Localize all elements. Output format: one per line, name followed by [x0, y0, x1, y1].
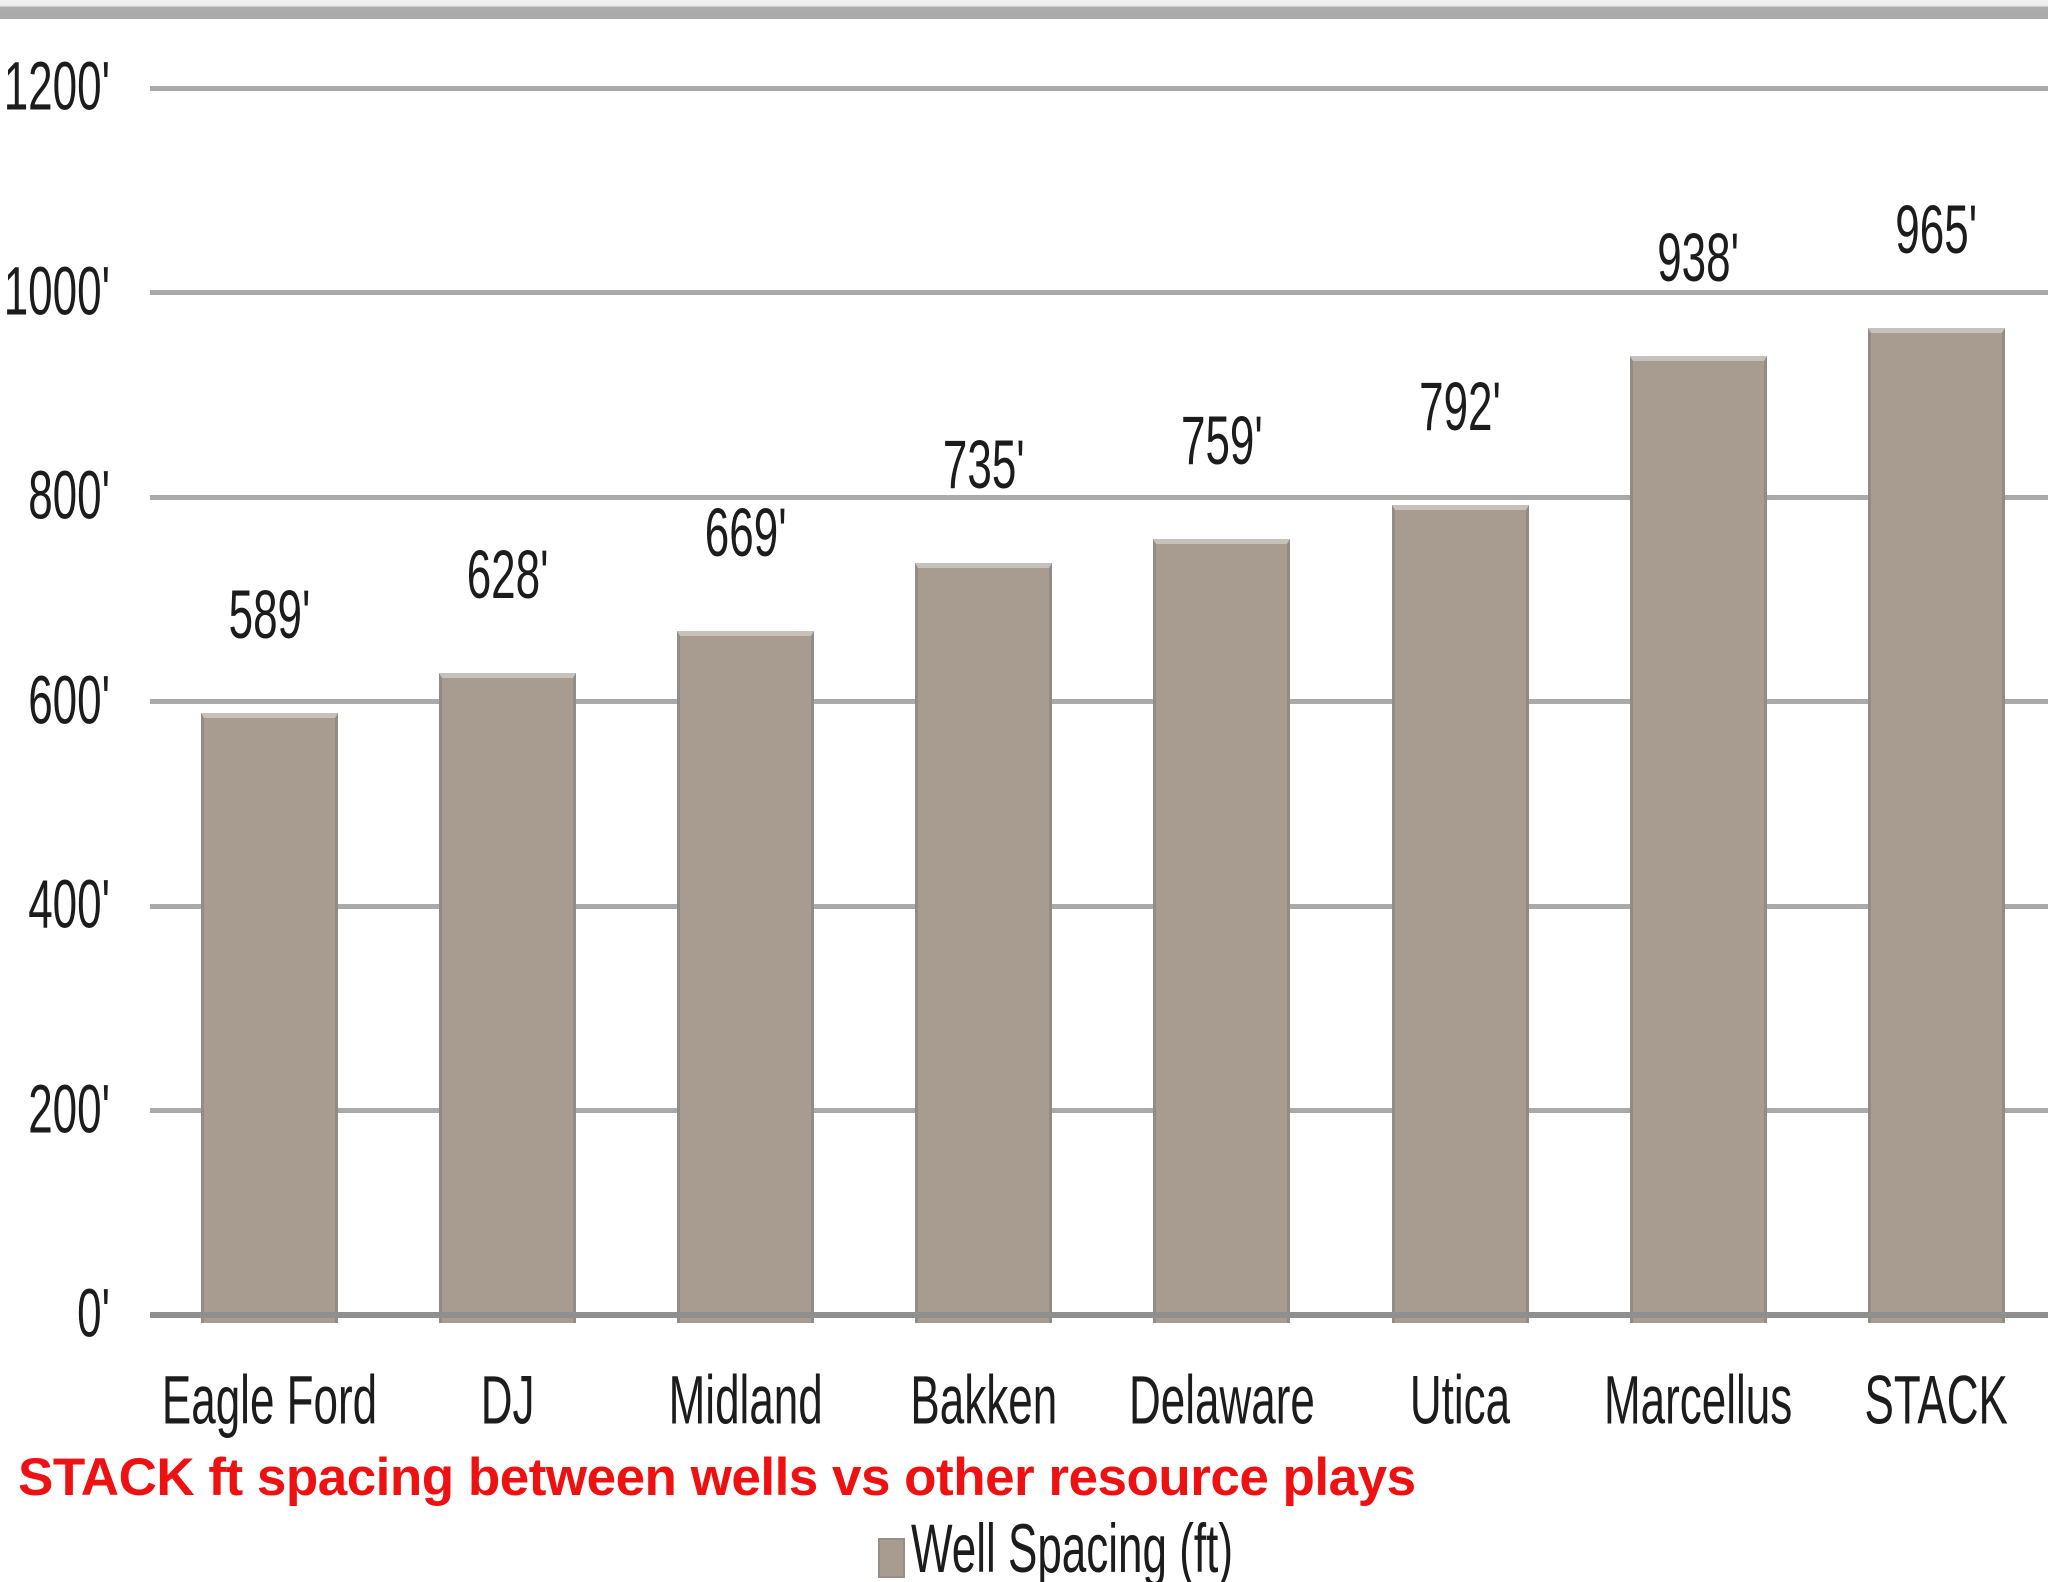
gridline-600 [150, 699, 2048, 704]
x-axis-category-label: Delaware [1128, 1363, 1315, 1440]
bar-value-label: 759' [1180, 403, 1263, 480]
gridline-200 [150, 1108, 2048, 1113]
bar-value-label: 965' [1895, 192, 1978, 269]
bar-stack [1867, 328, 2005, 1323]
bar-marcellus [1629, 355, 1767, 1323]
gridline-400 [150, 903, 2048, 909]
bar-value-label: 628' [466, 537, 549, 614]
bar-value-label: 589' [228, 577, 311, 654]
chart-caption: STACK ft spacing between wells vs other … [18, 1448, 1416, 1507]
y-axis-tick-label: 0' [77, 1276, 110, 1353]
x-axis-category-label: Bakken [910, 1363, 1058, 1440]
x-axis-category-label: Marcellus [1603, 1363, 1793, 1440]
legend-label: Well Spacing (ft) [911, 1511, 1233, 1582]
gridline-1000 [150, 290, 2048, 295]
bar-value-label: 792' [1419, 369, 1501, 446]
bar-eagle-ford [201, 712, 338, 1323]
bar-value-label: 669' [704, 495, 787, 572]
legend: Well Spacing (ft) [878, 1512, 1233, 1582]
y-axis-tick-label: 1000' [3, 253, 110, 330]
y-axis-tick-label: 400' [28, 867, 110, 944]
bar-dj [439, 672, 577, 1323]
window-top-edge-strip [0, 0, 2048, 19]
y-axis-tick-label: 600' [28, 662, 110, 739]
y-axis-tick-label: 1200' [3, 49, 110, 126]
bar-bakken [915, 563, 1053, 1323]
bar-delaware [1153, 538, 1291, 1323]
y-axis-tick-label: 200' [28, 1071, 110, 1148]
x-axis-category-label: Utica [1409, 1363, 1511, 1440]
bar-value-label: 735' [942, 428, 1025, 504]
x-axis-category-label: Midland [668, 1363, 823, 1440]
gridline-1200 [150, 85, 2048, 91]
x-axis-category-label: STACK [1864, 1363, 2008, 1440]
x-axis-category-label: Eagle Ford [161, 1363, 378, 1440]
gridline-800 [150, 494, 2048, 500]
bar-value-label: 938' [1657, 220, 1739, 297]
y-axis-tick-label: 800' [28, 458, 110, 535]
bar-utica [1391, 505, 1529, 1323]
legend-swatch-icon [878, 1538, 905, 1578]
bar-midland [677, 630, 815, 1323]
x-axis-category-label: DJ [480, 1363, 535, 1440]
gridline-0 [150, 1312, 2048, 1318]
